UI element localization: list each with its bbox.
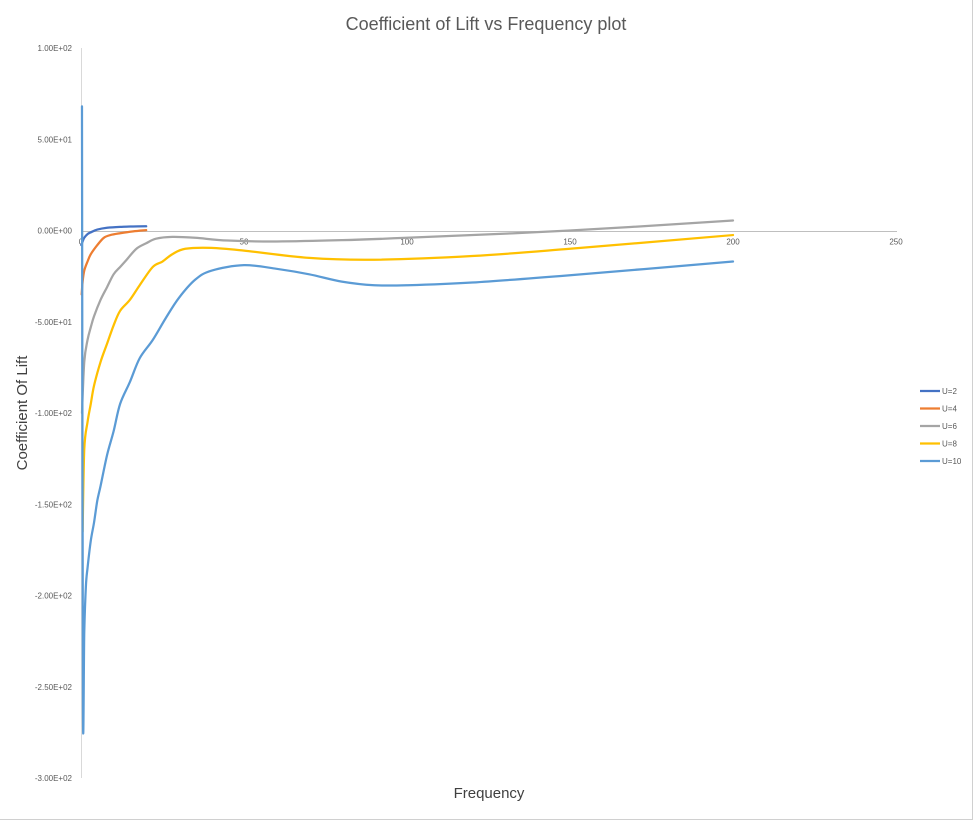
legend-label: U=6 — [942, 422, 957, 431]
y-tick-label: -2.00E+02 — [35, 592, 73, 601]
chart-title: Coefficient of Lift vs Frequency plot — [346, 14, 627, 34]
x-tick-label: 150 — [563, 238, 577, 247]
y-axis-title: Coefficient Of Lift — [14, 355, 31, 471]
series-lines — [80, 105, 735, 735]
x-tick-label: 200 — [726, 238, 740, 247]
y-tick-labels: 1.00E+02 5.00E+01 0.00E+00 -5.00E+01 -1.00E+… — [35, 44, 73, 783]
legend-label: U=10 — [942, 457, 962, 466]
x-tick-label: 250 — [889, 238, 903, 247]
series-line-u-6 — [80, 219, 735, 415]
y-tick-label: -2.50E+02 — [35, 683, 73, 692]
x-axis-title: Frequency — [454, 785, 525, 802]
y-tick-label: 1.00E+02 — [38, 44, 73, 53]
y-tick-label: -5.00E+01 — [35, 318, 73, 327]
y-tick-label: 5.00E+01 — [38, 135, 73, 144]
y-tick-label: -1.50E+02 — [35, 500, 73, 509]
y-tick-label: -3.00E+02 — [35, 774, 73, 783]
legend-label: U=8 — [942, 440, 957, 449]
y-tick-label: -1.00E+02 — [35, 409, 73, 418]
series-line-u-10 — [80, 105, 735, 735]
legend-label: U=4 — [942, 405, 957, 414]
series-line-u-4 — [80, 229, 148, 296]
legend-label: U=2 — [942, 387, 957, 396]
series-line-u-8 — [81, 233, 735, 533]
y-tick-label: 0.00E+00 — [38, 227, 73, 236]
legend: U=2 U=4 U=6 U=8 U=10 — [920, 387, 962, 466]
series-line-u-2 — [80, 225, 148, 247]
x-tick-label: 100 — [400, 238, 414, 247]
